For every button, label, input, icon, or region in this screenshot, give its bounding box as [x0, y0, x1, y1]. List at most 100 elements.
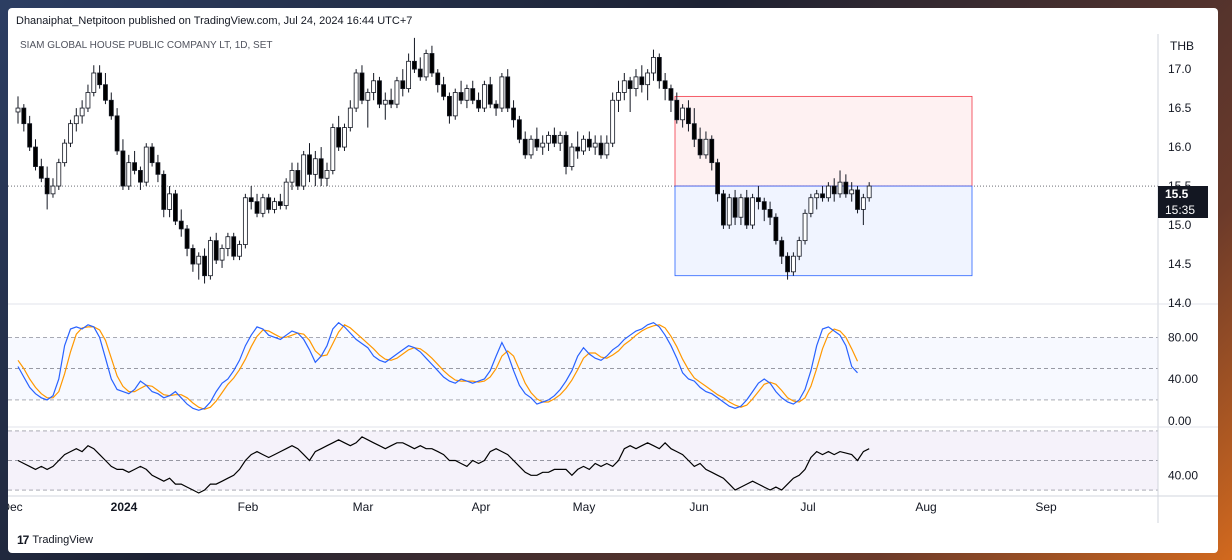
candle-body	[73, 115, 79, 125]
candle-body	[721, 193, 726, 226]
candle-body	[499, 76, 505, 109]
candle-body	[586, 138, 592, 148]
candle-body	[406, 60, 412, 89]
candle-body	[464, 88, 470, 101]
candle-body	[540, 142, 546, 148]
candle-body	[149, 146, 155, 164]
candle-body	[808, 197, 814, 214]
candle-body	[38, 166, 44, 179]
stoch-d-line	[17, 324, 859, 410]
chart-frame: Dhanaiphat_Netpitoon published on Tradin…	[8, 8, 1218, 553]
rsi-tick-label: 40.00	[1168, 468, 1198, 482]
candle-body	[546, 134, 551, 144]
tradingview-logo[interactable]: 17 TradingView	[17, 533, 93, 547]
candle-body	[575, 146, 581, 152]
candle-body	[621, 80, 627, 93]
candle-body	[581, 138, 586, 152]
candle-body	[668, 88, 674, 101]
candle-body	[336, 127, 342, 148]
candle-body	[254, 201, 260, 214]
candle-body	[394, 80, 400, 105]
candle-body	[114, 115, 120, 152]
candle-body	[120, 150, 126, 187]
candle-body	[470, 88, 476, 101]
tradingview-brand: TradingView	[32, 534, 93, 546]
candle-body	[697, 138, 703, 156]
price-tick-label: 16.5	[1168, 101, 1192, 115]
candle-body	[860, 197, 866, 210]
candle-body	[598, 142, 604, 156]
candle-body	[382, 99, 388, 105]
candle-body	[441, 84, 446, 97]
stoch-tick-label: 0.00	[1168, 414, 1192, 428]
candle-body	[289, 170, 295, 183]
candlestick-series	[15, 37, 872, 284]
candle-body	[750, 197, 755, 226]
time-axis-label: Dec	[8, 500, 23, 514]
candle-body	[237, 244, 242, 257]
candle-body	[178, 220, 184, 230]
candle-body	[837, 181, 843, 195]
candle-body	[295, 170, 301, 187]
candle-body	[167, 193, 172, 210]
time-axis-label: Jun	[689, 500, 708, 514]
candle-body	[155, 162, 161, 175]
price-tick-label: 16.0	[1168, 140, 1192, 154]
candle-body	[190, 248, 196, 265]
candle-body	[138, 170, 143, 183]
candle-body	[820, 193, 825, 199]
candle-body	[616, 92, 621, 101]
stoch-tick-label: 80.00	[1168, 330, 1198, 344]
candle-body	[639, 76, 645, 86]
time-axis-label: Apr	[472, 500, 491, 514]
candle-body	[173, 193, 178, 222]
candle-body	[674, 99, 680, 121]
candle-body	[21, 107, 27, 125]
candle-body	[312, 158, 318, 175]
time-axis-label: 2024	[111, 500, 138, 514]
candle-body	[767, 209, 773, 218]
rsi-line	[17, 436, 870, 494]
candle-body	[318, 158, 324, 179]
candle-body	[709, 138, 715, 164]
candle-body	[307, 154, 312, 175]
candle-body	[207, 240, 213, 277]
candle-body	[651, 56, 656, 74]
candle-body	[103, 84, 108, 101]
candle-body	[511, 107, 516, 121]
candle-body	[27, 123, 33, 148]
candle-body	[219, 248, 225, 261]
candle-body	[551, 134, 557, 144]
candle-body	[516, 119, 522, 140]
candle-body	[91, 72, 97, 93]
candle-body	[458, 92, 464, 101]
candle-body	[377, 80, 382, 105]
candle-body	[831, 185, 837, 195]
price-chart[interactable]: 80.00 40.00 0.00 40.00 Dec 2024 Feb Mar Apr May J…	[8, 8, 1218, 553]
candle-body	[738, 197, 744, 218]
candle-body	[761, 201, 767, 210]
candle-body	[744, 197, 750, 226]
candle-body	[814, 193, 820, 199]
stop-loss-zone	[674, 95, 973, 187]
candle-body	[662, 80, 668, 89]
candle-body	[790, 255, 796, 273]
candle-body	[225, 236, 231, 249]
candle-body	[330, 127, 336, 171]
candle-body	[435, 72, 441, 86]
candle-body	[44, 177, 50, 195]
candle-body	[563, 134, 569, 167]
time-axis-label: Feb	[238, 500, 259, 514]
candle-body	[802, 212, 808, 242]
candle-body	[849, 189, 855, 195]
candle-body	[85, 92, 91, 109]
candle-body	[756, 197, 761, 203]
candle-body	[283, 181, 289, 206]
candle-body	[388, 99, 394, 105]
candle-body	[260, 197, 266, 214]
candle-body	[324, 170, 330, 179]
candle-body	[785, 255, 790, 273]
candle-body	[196, 255, 202, 265]
short-position-tool	[674, 95, 973, 277]
candle-body	[592, 142, 598, 148]
